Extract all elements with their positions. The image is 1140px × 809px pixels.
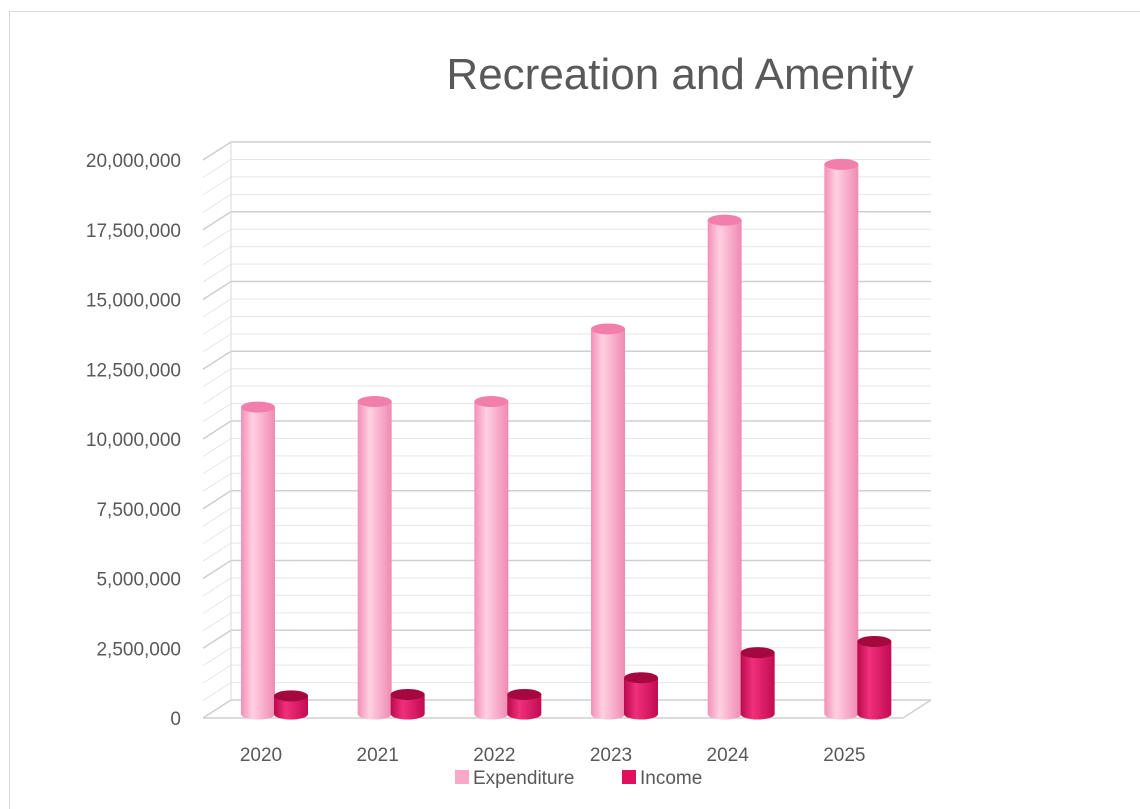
minor-gridline: [202, 246, 931, 266]
cylinder-top: [274, 690, 308, 702]
cylinder-top: [390, 688, 425, 700]
cylinder-body: [740, 652, 775, 720]
gridlines: [202, 141, 932, 719]
cylinder-top: [824, 158, 859, 170]
minor-gridline: [202, 664, 931, 684]
minor-gridline: [202, 594, 931, 614]
minor-gridline: [202, 577, 931, 597]
cylinder-top: [507, 688, 542, 700]
cylinder-body: [857, 641, 892, 720]
cylinder-body: [824, 164, 859, 720]
cylinder-top: [740, 647, 775, 659]
x-axis-ticks: 2020 2021 2022 2023 2024 2025: [240, 745, 866, 766]
income-bar: [507, 688, 542, 720]
expenditure-bar: [474, 396, 509, 720]
minor-gridline: [202, 437, 931, 457]
y-tick-label: 20,000,000: [86, 151, 181, 172]
minor-gridline: [202, 158, 931, 178]
major-gridline: [202, 629, 931, 649]
expenditure-bar: [707, 214, 742, 720]
legend-swatch-income: [622, 770, 636, 784]
y-tick-label: 10,000,000: [86, 430, 181, 451]
cylinder-body: [507, 694, 542, 720]
income-bar: [740, 647, 775, 720]
minor-gridline: [202, 263, 931, 283]
x-tick-label: 2025: [823, 745, 865, 766]
y-tick-label: 7,500,000: [96, 500, 181, 521]
cylinder-body: [707, 220, 742, 720]
cylinder-body: [390, 694, 425, 720]
x-tick-label: 2023: [590, 745, 632, 766]
y-tick-label: 15,000,000: [86, 291, 181, 312]
x-tick-label: 2021: [357, 745, 399, 766]
cylinder-body: [241, 407, 275, 720]
minor-gridline: [202, 228, 931, 248]
legend-label-expenditure: Expenditure: [473, 768, 574, 789]
expenditure-bar: [241, 401, 275, 720]
major-gridline: [202, 141, 931, 161]
x-tick-label: 2020: [240, 745, 282, 766]
expenditure-bar: [357, 396, 392, 720]
minor-gridline: [202, 368, 931, 388]
cylinder-body: [474, 401, 509, 720]
cylinder-top: [357, 396, 392, 408]
minor-gridline: [202, 682, 931, 701]
major-gridline: [202, 350, 931, 370]
legend-label-income: Income: [640, 768, 702, 789]
income-bar: [390, 688, 425, 720]
floor-edge: [203, 699, 932, 719]
minor-gridline: [202, 507, 931, 527]
y-axis-ticks: 0 2,500,000 5,000,000 7,500,000 10,000,000 12…: [86, 151, 181, 730]
x-tick-label: 2024: [707, 745, 750, 766]
cylinder-top: [624, 672, 658, 684]
minor-gridline: [202, 455, 931, 475]
x-tick-label: 2022: [473, 745, 515, 766]
income-bar: [274, 690, 308, 720]
y-tick-label: 2,500,000: [96, 639, 181, 660]
expenditure-bar: [824, 158, 859, 720]
chart-frame: [9, 11, 1140, 809]
cylinder-top: [474, 396, 509, 408]
cylinder-body: [274, 695, 308, 720]
bars: [241, 158, 892, 720]
minor-gridline: [202, 647, 931, 667]
minor-gridline: [202, 385, 931, 405]
chart-title: Recreation and Amenity: [446, 50, 914, 99]
income-bar: [624, 672, 658, 720]
legend-swatch-expenditure: [455, 770, 469, 784]
y-tick-label: 0: [170, 709, 181, 730]
major-gridline: [202, 489, 931, 510]
y-tick-label: 17,500,000: [86, 221, 181, 242]
major-gridline: [202, 210, 931, 231]
minor-gridline: [202, 298, 931, 318]
cylinder-top: [857, 635, 892, 647]
cylinder-body: [591, 328, 625, 720]
minor-gridline: [202, 333, 931, 353]
cylinder-body: [357, 401, 392, 720]
minor-gridline: [202, 525, 931, 545]
cylinder-top: [707, 214, 742, 226]
minor-gridline: [202, 542, 931, 562]
legend: Expenditure Income: [455, 768, 702, 789]
y-tick-label: 12,500,000: [86, 360, 181, 381]
major-gridline: [202, 699, 931, 719]
minor-gridline: [202, 315, 931, 335]
y-tick-label: 5,000,000: [96, 570, 181, 591]
expenditure-bar: [591, 323, 625, 720]
cylinder-top: [241, 401, 275, 413]
major-gridline: [202, 559, 931, 580]
minor-gridline: [202, 612, 931, 632]
minor-gridline: [202, 176, 931, 196]
major-gridline: [202, 280, 931, 301]
cylinder-body: [624, 677, 658, 720]
minor-gridline: [202, 472, 931, 492]
minor-gridline: [202, 193, 931, 213]
minor-gridline: [202, 403, 931, 422]
major-gridline: [202, 420, 931, 440]
income-bar: [857, 635, 892, 720]
cylinder-top: [591, 323, 625, 335]
